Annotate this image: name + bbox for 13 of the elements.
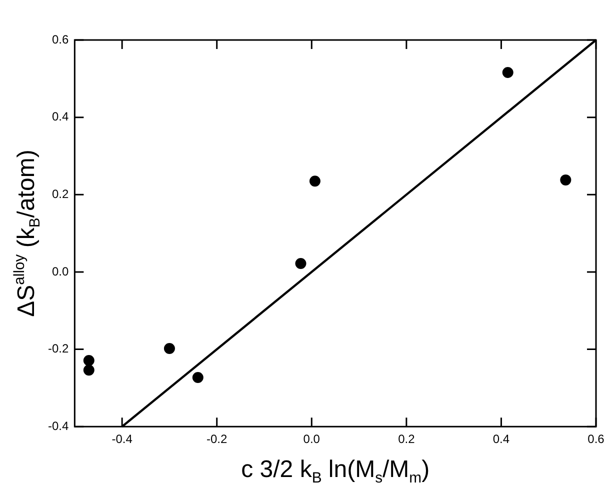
x-tick-label: 0.2 xyxy=(398,432,416,446)
y-tick-label: 0.2 xyxy=(52,186,69,201)
y-tick-label: 0.0 xyxy=(52,264,69,278)
x-tick-label: -0.4 xyxy=(112,432,133,446)
y-axis-title: ΔSalloy (kB/atom) xyxy=(12,150,44,317)
y-tick-label: -0.4 xyxy=(48,418,69,433)
x-tick-label: 0.0 xyxy=(303,432,320,446)
y-tick-label: 0.6 xyxy=(52,32,69,46)
x-tick-label: 0.6 xyxy=(588,432,605,446)
x-tick-label: 0.4 xyxy=(492,432,510,446)
y-tick-label: 0.4 xyxy=(52,110,69,124)
y-tick-label: -0.2 xyxy=(48,342,69,356)
x-tick-label: -0.2 xyxy=(206,432,228,446)
